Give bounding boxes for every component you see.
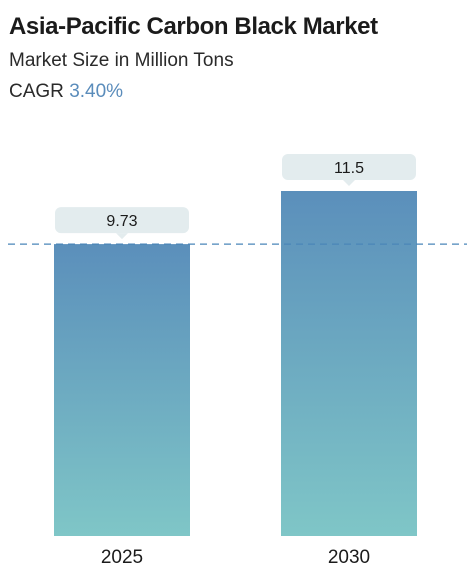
- chart-subtitle: Market Size in Million Tons: [9, 50, 234, 71]
- chart-title: Asia-Pacific Carbon Black Market: [9, 13, 378, 40]
- bar-2030: [281, 191, 417, 536]
- data-label-pointer: [343, 180, 355, 186]
- data-label-box: [282, 154, 416, 180]
- x-tick-label: 2030: [328, 547, 370, 568]
- data-label-pointer: [116, 233, 128, 240]
- data-label-box: [55, 207, 189, 234]
- data-label-2025: 9.73: [55, 207, 189, 240]
- data-label-text: 11.5: [334, 160, 364, 177]
- data-label-text: 9.73: [106, 213, 137, 230]
- bar-2025: [54, 244, 190, 536]
- cagr-label: CAGR: [9, 81, 64, 102]
- cagr-line: CAGR 3.40%: [9, 80, 123, 104]
- data-label-2030: 11.5: [282, 154, 416, 186]
- x-tick-label: 2025: [101, 547, 143, 568]
- cagr-value: 3.40%: [69, 81, 124, 102]
